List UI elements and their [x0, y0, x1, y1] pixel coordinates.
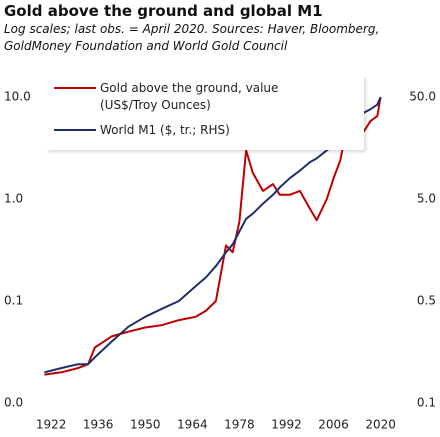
- legend-swatch: [54, 129, 96, 131]
- legend-item: Gold above the ground, value (US$/Troy O…: [54, 80, 310, 114]
- x-tick-label: 2006: [318, 418, 349, 432]
- x-tick-label: 1992: [271, 418, 302, 432]
- x-tick-label: 1936: [83, 418, 114, 432]
- y2-tick-label: 0.5: [417, 294, 436, 308]
- legend-label: World M1 ($, tr.; RHS): [100, 123, 230, 137]
- chart-title: Gold above the ground and global M1: [4, 2, 323, 20]
- chart-subtitle: Log scales; last obs. = April 2020. Sour…: [4, 22, 380, 36]
- legend-label: Gold above the ground, value (US$/Troy O…: [100, 81, 279, 112]
- x-tick-label: 1964: [177, 418, 208, 432]
- legend-swatch: [54, 87, 96, 89]
- y-tick-label: 0.1: [4, 294, 23, 308]
- x-tick-label: 1978: [224, 418, 255, 432]
- x-tick-label: 1922: [36, 418, 67, 432]
- y-tick-label: 10.0: [4, 90, 31, 104]
- x-tick-label: 1950: [130, 418, 161, 432]
- legend: Gold above the ground, value (US$/Troy O…: [46, 76, 364, 150]
- legend-item: World M1 ($, tr.; RHS): [54, 122, 310, 139]
- y2-tick-label: 0.1: [417, 396, 436, 410]
- chart-subtitle: GoldMoney Foundation and World Gold Coun…: [4, 39, 288, 53]
- x-tick-label: 2020: [365, 418, 396, 432]
- y-tick-label: 0.0: [4, 396, 23, 410]
- y-tick-label: 1.0: [4, 192, 23, 206]
- y2-tick-label: 50.0: [409, 90, 436, 104]
- y2-tick-label: 5.0: [417, 192, 436, 206]
